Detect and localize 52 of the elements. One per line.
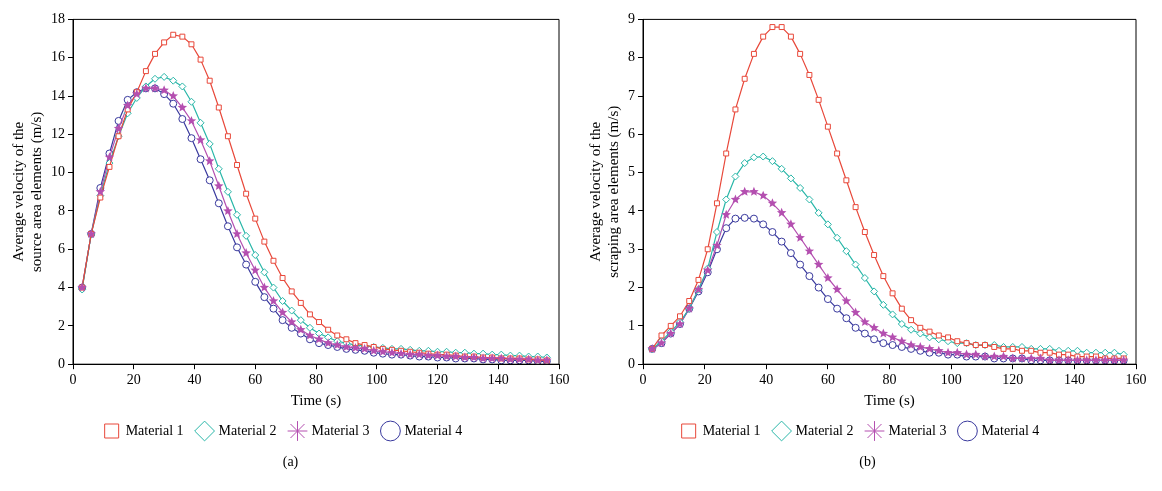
x-tick-label: 120 (427, 372, 448, 388)
legend-label: Material 2 (218, 422, 277, 438)
legend-label: Material 4 (404, 422, 463, 438)
x-tick-label: 80 (309, 372, 323, 388)
x-tick-label: 20 (126, 372, 141, 388)
legend-label: Material 4 (981, 422, 1040, 438)
y-tick-label: 1 (628, 317, 635, 333)
text: (b) (858, 454, 877, 470)
legend-label: Material 1 (702, 422, 761, 438)
x-tick-label: 40 (187, 372, 202, 388)
y-tick-label: 12 (51, 126, 65, 142)
x-tick-label: 40 (759, 372, 774, 388)
legend-label: Material 2 (795, 422, 854, 438)
legend-label: Material 3 (311, 422, 370, 438)
y-tick-label: 10 (51, 164, 65, 180)
x-tick-label: 160 (548, 372, 570, 388)
y-tick-label: 6 (58, 240, 65, 256)
y-tick-label: 5 (628, 164, 635, 180)
y-tick-label: 6 (628, 126, 635, 142)
x-tick-label: 60 (820, 372, 835, 388)
y-tick-label: 14 (51, 87, 65, 103)
legend-label: Material 1 (125, 422, 184, 438)
y-tick-label: 8 (628, 49, 635, 65)
x-tick-label: 100 (940, 372, 962, 388)
y-tick-label: 8 (58, 202, 65, 218)
x-tick-label: 100 (366, 372, 388, 388)
legend-label: Material 3 (888, 422, 947, 438)
x-tick-label: 160 (1125, 372, 1147, 388)
x-tick-label: 80 (882, 372, 897, 388)
y-tick-label: 2 (628, 279, 635, 295)
x-tick-label: 0 (639, 372, 647, 388)
y-tick-label: 4 (58, 279, 65, 295)
x-tick-label: 140 (1063, 372, 1085, 388)
y-axis-title: Average velocity of the source area elements (m/s) (9, 111, 45, 272)
x-axis-title: Time (s) (290, 391, 342, 409)
text: (a) (281, 454, 300, 470)
y-axis-title: Average velocity of the scraping area elements (m/s) (586, 105, 622, 278)
y-tick-label: 3 (628, 240, 635, 256)
x-tick-label: 0 (69, 372, 77, 388)
y-tick-label: 9 (628, 11, 635, 27)
y-tick-label: 4 (628, 202, 635, 218)
y-tick-label: 18 (51, 11, 65, 27)
y-tick-label: 2 (58, 317, 65, 333)
x-tick-label: 20 (697, 372, 712, 388)
y-tick-label: 0 (58, 355, 65, 371)
y-tick-label: 16 (51, 49, 65, 65)
x-tick-label: 140 (487, 372, 509, 388)
x-tick-label: 120 (1002, 372, 1024, 388)
x-tick-label: 60 (248, 372, 263, 388)
x-axis-title: Time (s) (864, 391, 915, 409)
y-tick-label: 7 (628, 87, 635, 103)
y-tick-label: 0 (628, 355, 635, 371)
